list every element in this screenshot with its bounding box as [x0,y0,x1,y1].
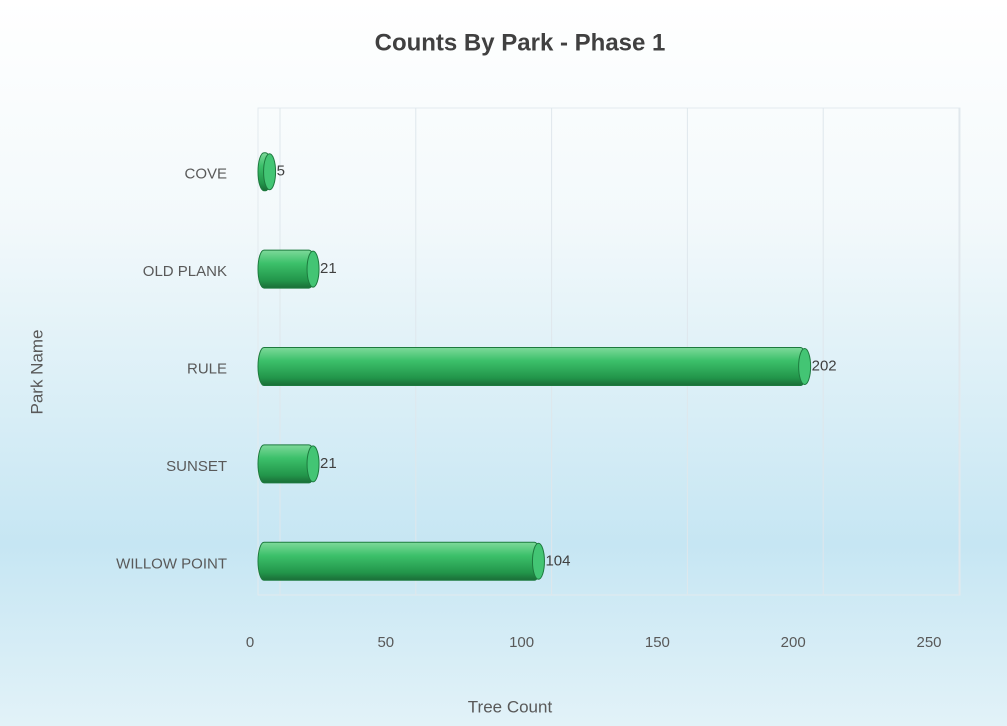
x-tick-label: 50 [377,634,394,651]
x-tick-label: 100 [509,634,534,651]
value-label: 21 [320,455,337,472]
bar [257,347,808,386]
value-label: 104 [545,552,570,569]
bar [257,444,316,484]
bar-cap [306,445,320,483]
y-tick-label: RULE [187,360,227,377]
x-tick-label: 0 [246,634,254,651]
chart-title: Counts By Park - Phase 1 [375,29,666,56]
bar-cap [798,348,812,385]
x-tick-label: 150 [645,634,670,651]
bar [257,541,541,581]
value-label: 202 [812,357,837,374]
value-label: 21 [320,260,337,277]
y-tick-label: COVE [184,166,227,183]
x-axis-title: Tree Count [468,697,553,716]
y-tick-label: SUNSET [166,458,227,475]
x-tick-label: 200 [781,634,806,651]
bar-cap [306,250,320,288]
value-label: 5 [277,163,285,180]
plot-area [257,107,961,596]
bar-cap [531,542,545,580]
y-tick-label: WILLOW POINT [116,555,227,572]
bar [257,249,316,289]
y-axis-title: Park Name [27,329,46,414]
bar-cap [263,153,277,191]
y-tick-label: OLD PLANK [143,263,227,280]
x-tick-label: 250 [916,634,941,651]
